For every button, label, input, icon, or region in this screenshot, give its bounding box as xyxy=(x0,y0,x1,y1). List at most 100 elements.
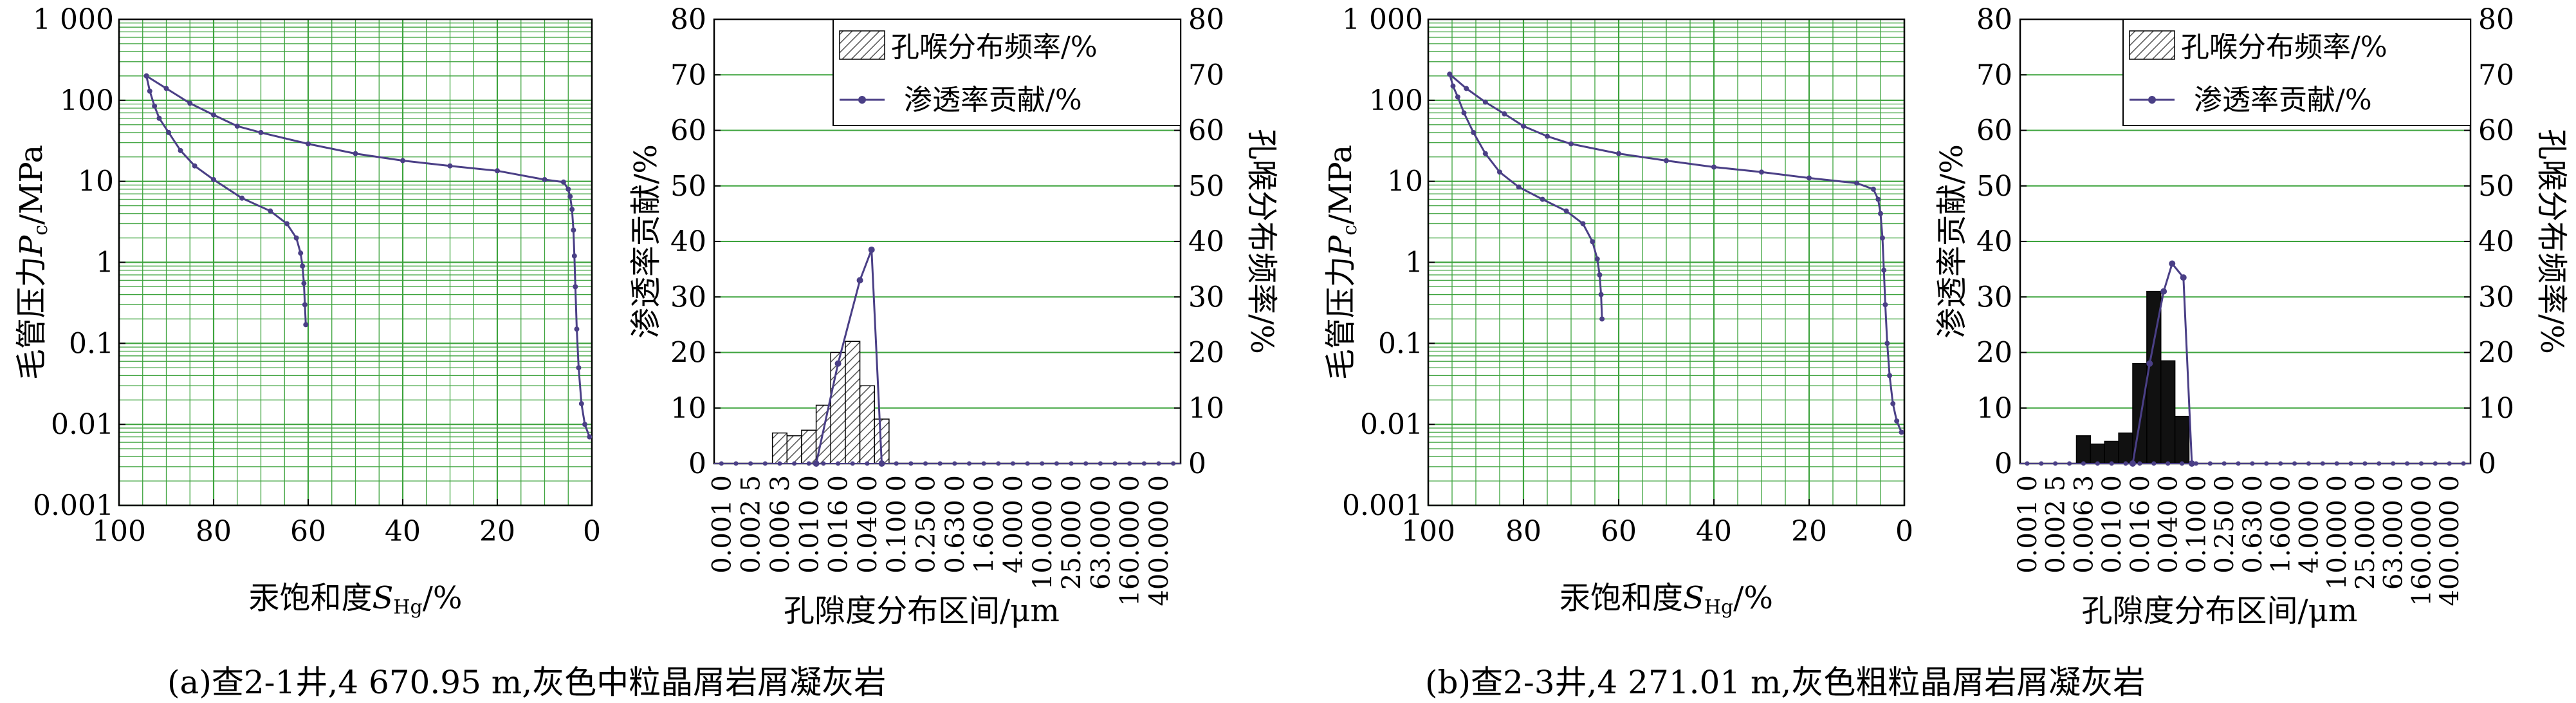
histogram-bar xyxy=(771,432,788,464)
y-tick-label: 1 xyxy=(1405,247,1423,279)
data-point xyxy=(1482,151,1488,156)
x-category-label: 0.100 0 xyxy=(2182,475,2211,574)
y-tick-label: 100 xyxy=(1369,84,1423,117)
data-point xyxy=(578,401,584,407)
data-point xyxy=(303,322,309,328)
data-point xyxy=(560,179,566,185)
y-tick-label-right: 40 xyxy=(2478,225,2514,258)
data-point xyxy=(447,163,453,169)
y-tick-label-left: 50 xyxy=(670,170,706,203)
data-point xyxy=(239,195,245,201)
y-tick-label-right: 20 xyxy=(1188,337,1224,370)
y-axis-label: 毛管压力Pc/MPa xyxy=(14,145,52,380)
x-axis-label: 孔隙度分布区间/μm xyxy=(784,593,1060,629)
legend-label-permeability: 渗透率贡献/% xyxy=(904,84,1082,117)
x-category-label: 0.250 0 xyxy=(2210,475,2240,574)
data-point xyxy=(300,263,306,269)
x-category-label: 160.000 0 xyxy=(1116,475,1145,606)
legend-box xyxy=(833,19,1181,126)
data-point xyxy=(1521,123,1526,129)
y-tick-label-left: 80 xyxy=(670,3,706,36)
x-category-label: 0.250 0 xyxy=(912,475,941,574)
x-category-label: 1.600 0 xyxy=(2267,475,2296,574)
y-tick-label-left: 50 xyxy=(1976,170,2012,203)
caption-a: (a)查2-1井,4 670.95 m,灰色中粒晶屑岩屑凝灰岩 xyxy=(167,664,887,701)
y-tick-label-right: 70 xyxy=(1188,59,1224,91)
x-category-label: 4.000 0 xyxy=(2294,475,2324,574)
legend-swatch-bar xyxy=(839,30,885,60)
y-tick-label-left: 60 xyxy=(1976,115,2012,147)
data-point xyxy=(1497,169,1502,175)
data-point xyxy=(293,235,299,241)
y-tick-label: 100 xyxy=(60,84,114,117)
y-axis-label-right: 孔喉分布频率/% xyxy=(2534,129,2570,354)
x-tick-label: 60 xyxy=(1601,515,1637,548)
data-point xyxy=(2146,360,2153,367)
y-tick-label: 0.01 xyxy=(1360,408,1423,441)
data-point xyxy=(2169,260,2176,267)
data-point xyxy=(1569,141,1574,147)
data-point xyxy=(211,177,216,183)
pore-distribution-chart-a: 0 0 10 10 20 20 30 30 40 40 50 50 60 60 70 70 80 80 0.001 … xyxy=(628,3,1280,629)
data-point xyxy=(178,147,183,153)
data-point xyxy=(1890,401,1896,407)
data-point xyxy=(1580,221,1586,227)
y-tick-label-right: 50 xyxy=(1188,170,1224,203)
x-category-label: 400.000 0 xyxy=(1145,475,1174,606)
x-category-label: 25.000 0 xyxy=(2351,475,2380,590)
x-category-label: 63.000 0 xyxy=(2379,475,2409,590)
data-point xyxy=(1482,99,1488,105)
data-point xyxy=(1590,239,1596,245)
histogram-bar xyxy=(2090,444,2105,464)
x-category-label: 0.630 0 xyxy=(941,475,970,574)
data-point xyxy=(1894,418,1900,424)
data-point xyxy=(268,208,273,214)
y-tick-label-right: 60 xyxy=(2478,115,2514,147)
x-category-label: 0.010 0 xyxy=(795,475,824,574)
x-category-label: 0.001 0 xyxy=(707,475,737,574)
data-point xyxy=(1887,373,1893,379)
y-tick-label: 10 xyxy=(1387,165,1423,198)
data-point xyxy=(143,73,149,79)
data-point xyxy=(1502,111,1507,117)
data-point xyxy=(1882,302,1888,308)
data-point xyxy=(187,100,193,106)
data-point xyxy=(1875,196,1881,202)
data-point xyxy=(571,227,576,233)
x-tick-label: 0 xyxy=(1895,515,1913,548)
y-tick-label-left: 40 xyxy=(670,225,706,258)
data-point xyxy=(192,163,198,169)
x-axis-label: 汞饱和度SHg/% xyxy=(248,580,462,619)
y-tick-label-left: 10 xyxy=(1976,392,2012,425)
data-point xyxy=(1447,71,1453,77)
x-category-label: 1.600 0 xyxy=(970,475,999,574)
y-tick-label-right: 60 xyxy=(1188,115,1224,147)
data-point xyxy=(574,326,580,332)
data-point xyxy=(301,281,307,286)
y-tick-label-right: 80 xyxy=(1188,3,1224,36)
data-point xyxy=(1870,186,1876,192)
x-tick-label: 100 xyxy=(1401,515,1455,548)
data-point xyxy=(582,422,587,427)
y-tick-label-right: 0 xyxy=(2478,447,2496,480)
data-point xyxy=(1664,158,1669,164)
data-point xyxy=(856,277,863,284)
injection-curve xyxy=(1448,73,1603,319)
data-point xyxy=(1854,180,1859,186)
y-tick-label-right: 10 xyxy=(2478,392,2514,425)
data-point xyxy=(1563,208,1569,214)
x-category-label: 0.002 5 xyxy=(2041,475,2071,574)
x-tick-label: 40 xyxy=(385,515,421,548)
x-category-label: 0.006 3 xyxy=(766,475,795,574)
data-point xyxy=(1759,169,1764,175)
x-category-label: 0.630 0 xyxy=(2238,475,2268,574)
x-tick-label: 20 xyxy=(479,515,515,548)
x-category-label: 0.016 0 xyxy=(2126,475,2155,574)
y-axis-label: 毛管压力Pc/MPa xyxy=(1323,145,1361,380)
legend-marker xyxy=(858,96,866,104)
data-point xyxy=(813,460,820,467)
y-tick-label-left: 80 xyxy=(1976,3,2012,36)
data-point xyxy=(1711,164,1716,170)
legend-marker xyxy=(2148,96,2156,104)
y-tick-label-left: 30 xyxy=(670,281,706,314)
